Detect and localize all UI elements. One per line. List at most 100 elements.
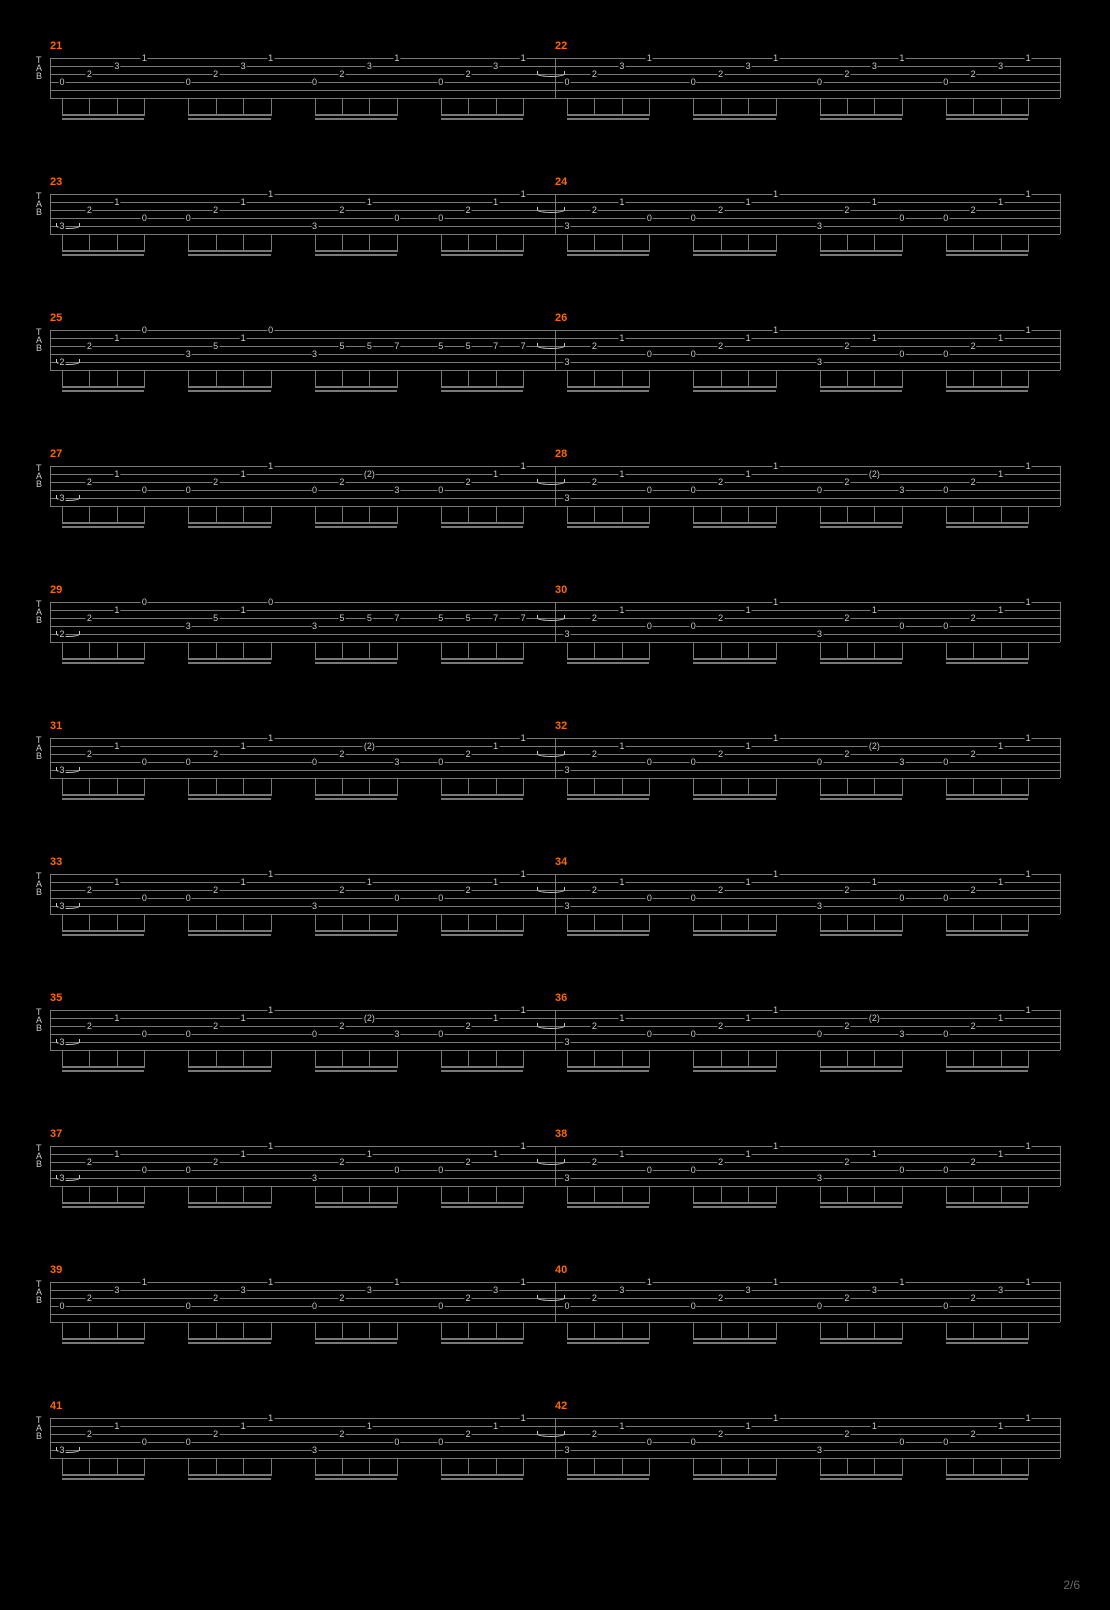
- stem: [902, 234, 903, 252]
- stem: [315, 1186, 316, 1204]
- stem: [567, 1458, 568, 1476]
- fret-number: 3: [393, 758, 400, 766]
- fret-number: 1: [1025, 1414, 1032, 1422]
- stem: [89, 778, 90, 796]
- staff-row: 2324TAB32100211321002113210021132100211: [50, 176, 1080, 306]
- fret-number: 3: [745, 1286, 752, 1294]
- fret-number: 2: [338, 1294, 345, 1302]
- stem: [973, 506, 974, 524]
- fret-number: 2: [717, 1294, 724, 1302]
- stem: [89, 370, 90, 388]
- beam: [315, 114, 397, 117]
- fret-number: 1: [745, 878, 752, 886]
- stem: [874, 778, 875, 796]
- barline: [50, 602, 51, 642]
- barline: [555, 1282, 556, 1322]
- fret-number: 0: [690, 1302, 697, 1310]
- stem: [496, 642, 497, 660]
- fret-number: 1: [113, 1014, 120, 1022]
- fret-number: 0: [942, 350, 949, 358]
- stem: [188, 1186, 189, 1204]
- fret-number: 1: [871, 606, 878, 614]
- stem: [342, 98, 343, 116]
- stem: [271, 1050, 272, 1068]
- fret-number: 1: [745, 606, 752, 614]
- stem: [594, 370, 595, 388]
- fret-number: 0: [898, 894, 905, 902]
- beam: [693, 522, 775, 525]
- fret-number: 2: [970, 750, 977, 758]
- beam: [315, 250, 397, 253]
- stem: [216, 1050, 217, 1068]
- fret-number: 3: [492, 62, 499, 70]
- measure-number: 23: [50, 176, 62, 188]
- stem: [243, 778, 244, 796]
- stem: [721, 98, 722, 116]
- stem: [1001, 234, 1002, 252]
- fret-number: 1: [492, 198, 499, 206]
- fret-number: 2: [843, 1158, 850, 1166]
- stem: [594, 1322, 595, 1340]
- beam: [441, 1338, 523, 1341]
- stem: [441, 1186, 442, 1204]
- stem: [649, 234, 650, 252]
- fret-number: 0: [185, 894, 192, 902]
- fret-number: 0: [563, 1302, 570, 1310]
- fret-number: 2: [86, 614, 93, 622]
- beam: [946, 522, 1028, 525]
- fret-number: 1: [772, 54, 779, 62]
- fret-number: 0: [690, 758, 697, 766]
- fret-number: 1: [997, 742, 1004, 750]
- fret-number: 3: [58, 494, 65, 502]
- fret-number: 1: [871, 198, 878, 206]
- stem: [243, 98, 244, 116]
- beam: [315, 1202, 397, 1205]
- fret-number: 1: [520, 1278, 527, 1286]
- fret-number: 1: [772, 598, 779, 606]
- stem: [649, 642, 650, 660]
- fret-number: 1: [997, 1150, 1004, 1158]
- fret-number: 0: [437, 1166, 444, 1174]
- measure-number: 42: [555, 1400, 567, 1412]
- beam: [62, 658, 144, 661]
- fret-number: 3: [58, 1446, 65, 1454]
- beam: [946, 250, 1028, 253]
- stem: [62, 1050, 63, 1068]
- fret-number: 2: [591, 1158, 598, 1166]
- fret-number: 1: [520, 190, 527, 198]
- fret-number: 0: [942, 78, 949, 86]
- stem: [776, 370, 777, 388]
- stem: [1001, 1050, 1002, 1068]
- stem: [523, 98, 524, 116]
- beam: [188, 114, 270, 117]
- fret-number: 3: [563, 1038, 570, 1046]
- fret-number: 1: [240, 470, 247, 478]
- beam: [441, 522, 523, 525]
- stem: [874, 234, 875, 252]
- stem: [1001, 1322, 1002, 1340]
- stem: [902, 1186, 903, 1204]
- fret-number: 1: [267, 54, 274, 62]
- staff-row: 2122TAB02310231023102310231023102310231: [50, 40, 1080, 170]
- stem: [1028, 1322, 1029, 1340]
- tab-clef: TAB: [36, 736, 42, 760]
- beam: [946, 794, 1028, 797]
- fret-number: 1: [520, 1414, 527, 1422]
- fret-number: 0: [942, 1030, 949, 1038]
- fret-number: 1: [267, 1142, 274, 1150]
- measure-number: 24: [555, 176, 567, 188]
- beam: [315, 1066, 397, 1069]
- fret-number: 3: [240, 1286, 247, 1294]
- fret-number: 2: [212, 1158, 219, 1166]
- fret-number: 3: [618, 1286, 625, 1294]
- stem: [946, 98, 947, 116]
- stem: [1028, 1050, 1029, 1068]
- fret-number: 0: [646, 486, 653, 494]
- stem: [946, 778, 947, 796]
- fret-number: 1: [745, 334, 752, 342]
- fret-number: 0: [437, 758, 444, 766]
- measure-number: 33: [50, 856, 62, 868]
- fret-number: 0: [690, 214, 697, 222]
- fret-number: 0: [898, 350, 905, 358]
- fret-number: 3: [898, 758, 905, 766]
